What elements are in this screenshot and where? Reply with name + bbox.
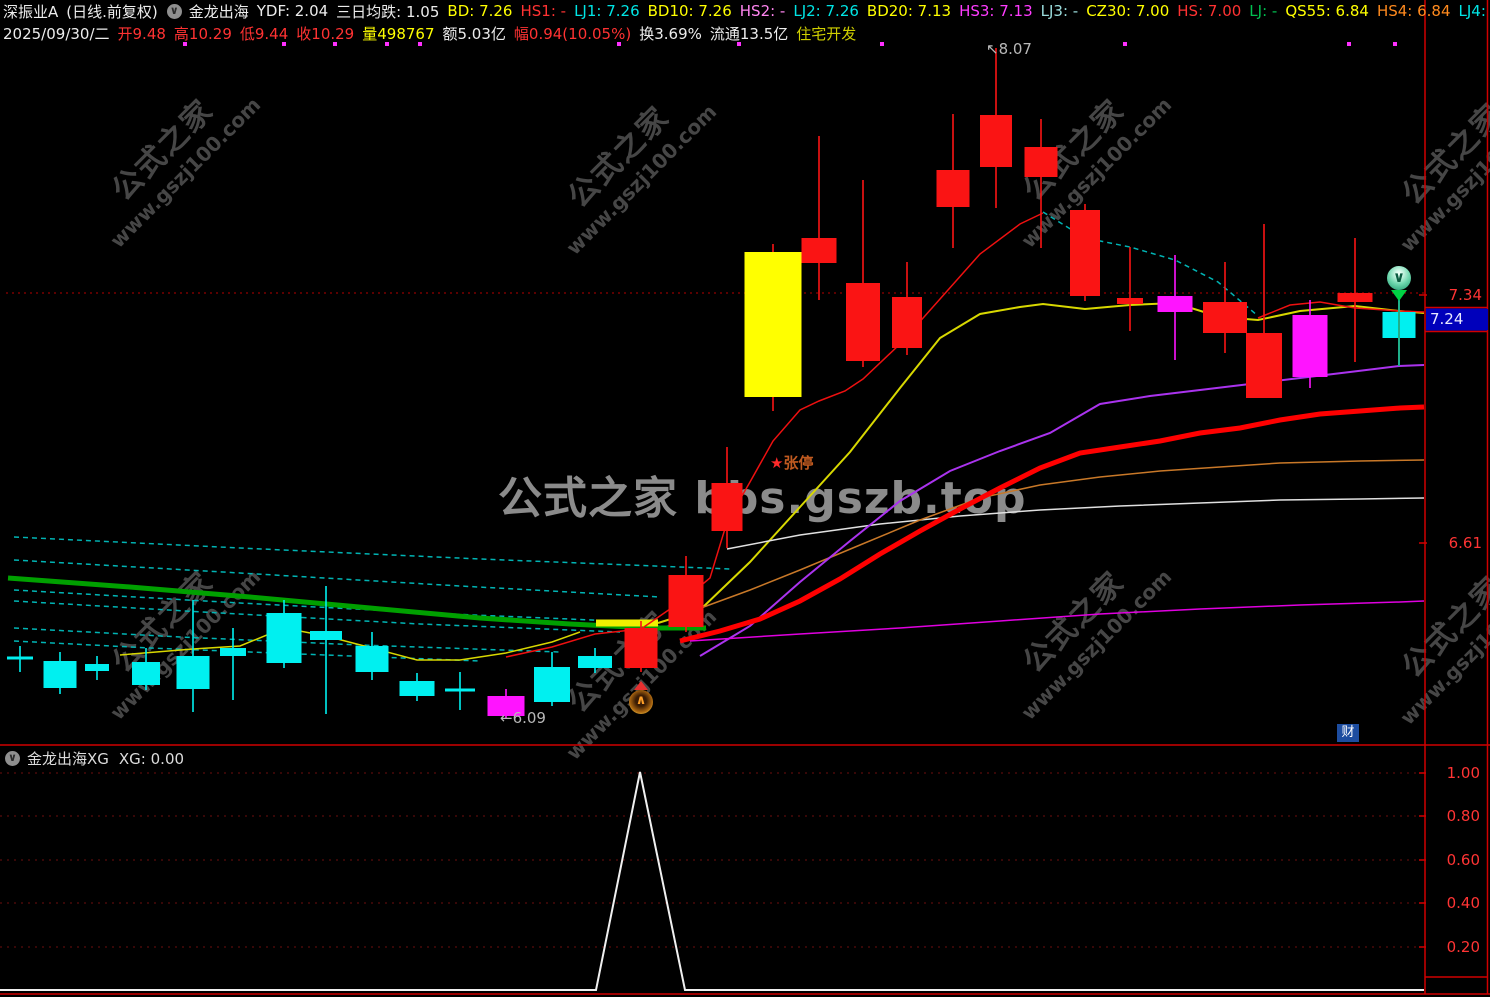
sub-axis-1.00: 1.00 [1446, 764, 1480, 782]
signal-dot [1347, 42, 1351, 46]
header-field: 低9.44 [239, 24, 289, 43]
header-field: YDF: 2.04 [256, 2, 329, 20]
header-field: 幅0.94(10.05%) [513, 24, 632, 43]
sub-axis-0.80: 0.80 [1446, 807, 1480, 825]
sub-indicator-value: XG: 0.00 [118, 749, 185, 768]
annotation-limit-up: ★张停 [770, 452, 813, 473]
price-label-low: 6.61 [1448, 534, 1482, 552]
chevron-down-circle-icon[interactable]: ∨ [5, 751, 20, 766]
signal-dot [737, 42, 741, 46]
buy-triangle-icon [634, 681, 648, 690]
signal-dot [333, 42, 337, 46]
header-field: (日线.前复权) [66, 2, 158, 21]
finance-tag-badge[interactable]: 财 [1337, 724, 1359, 742]
annotation-limit-up-label: 张停 [783, 454, 814, 472]
watermark-tile: 公式之家 www.gszj100.com [104, 92, 265, 253]
header-field: LJ2: 7.26 [793, 2, 859, 20]
signal-dot [880, 42, 884, 46]
header-field: 深振业A [3, 2, 59, 21]
header-field: 三日均跌: 1.05 [336, 2, 440, 21]
sell-arrow-stem [1398, 301, 1400, 366]
watermark-tile: 公式之家 www.gszj100.com [560, 99, 721, 260]
chevron-down-circle-icon[interactable]: ∨ [166, 3, 182, 19]
header-field: 额5.03亿 [442, 24, 506, 43]
watermark-tile: 公式之家 www.gszj100.com [104, 564, 265, 725]
header-field: 换3.69% [639, 24, 702, 43]
gold-buy-circle-icon: ∧ [629, 690, 653, 714]
header-field: BD: 7.26 [447, 2, 513, 20]
header-field: BD20: 7.13 [866, 2, 952, 20]
signal-dot [617, 42, 621, 46]
star-icon: ★ [770, 454, 784, 472]
header-field: HS: 7.00 [1177, 2, 1242, 20]
green-sell-circle-icon: ∨ [1387, 266, 1411, 290]
header-field: 开9.48 [117, 24, 166, 43]
annotation-swing-low: ←6.09 [500, 709, 546, 727]
sub-axis-0.60: 0.60 [1446, 851, 1480, 869]
header-field: HS2: - [739, 2, 786, 20]
watermark-tile: 公式之家 www.gszj100.com [1394, 96, 1490, 257]
signal-dot [282, 42, 286, 46]
header-field: LJ1: 7.26 [574, 2, 640, 20]
annotation-swing-high: ↖8.07 [986, 40, 1032, 58]
price-label-high: 7.34 [1448, 286, 1482, 304]
header-field: LJ3: - [1040, 2, 1079, 20]
sub-indicator-name: 金龙出海XG [27, 750, 109, 768]
header-field: 金龙出海 [188, 2, 249, 21]
watermark-tile: 公式之家 www.gszj100.com [1394, 569, 1490, 730]
header-field: BD10: 7.26 [647, 2, 732, 20]
header-field: 高10.29 [173, 24, 232, 43]
watermark-center: 公式之家 bbs.gszb.top [498, 473, 1027, 524]
header-line-1: 深振业A (日线.前复权) ∨ 金龙出海 YDF: 2.04 三日均跌: 1.05 BD: … [3, 0, 1490, 22]
signal-dot [1393, 42, 1397, 46]
signal-dot [418, 42, 422, 46]
header-field: HS4: 6.84 [1376, 2, 1451, 20]
header-field: HS3: 7.13 [959, 2, 1033, 20]
signal-dot [183, 42, 187, 46]
sub-indicator-header: ∨ 金龙出海XG XG: 0.00 [4, 748, 194, 769]
sub-axis-0.40: 0.40 [1446, 894, 1480, 912]
watermark-tile: 公式之家 www.gszj100.com [560, 604, 721, 765]
header-field: 量498767 [362, 24, 435, 43]
sell-arrow-icon [1391, 290, 1407, 301]
header-field: 2025/09/30/二 [3, 24, 110, 43]
watermark-tile: 公式之家 www.gszj100.com [1015, 564, 1176, 725]
signal-dot [1123, 42, 1127, 46]
signal-dot [385, 42, 389, 46]
header-line-2: 2025/09/30/二 开9.48 高10.29 低9.44 收10.29 量49876… [3, 22, 864, 44]
last-price-badge: 7.24 [1427, 309, 1488, 330]
header-field: 住宅开发 [796, 24, 857, 43]
header-field: 收10.29 [296, 24, 355, 43]
header-field: LJ4: - [1458, 2, 1490, 20]
header-field: HS1: - [520, 2, 567, 20]
watermark-tile: 公式之家 www.gszj100.com [1015, 92, 1176, 253]
header-field: QS55: 6.84 [1285, 2, 1369, 20]
header-field: CZ30: 7.00 [1086, 2, 1170, 20]
header-field: LJ: - [1249, 2, 1278, 20]
sub-axis-0.20: 0.20 [1446, 938, 1480, 956]
header-field: 流通13.5亿 [709, 24, 789, 43]
